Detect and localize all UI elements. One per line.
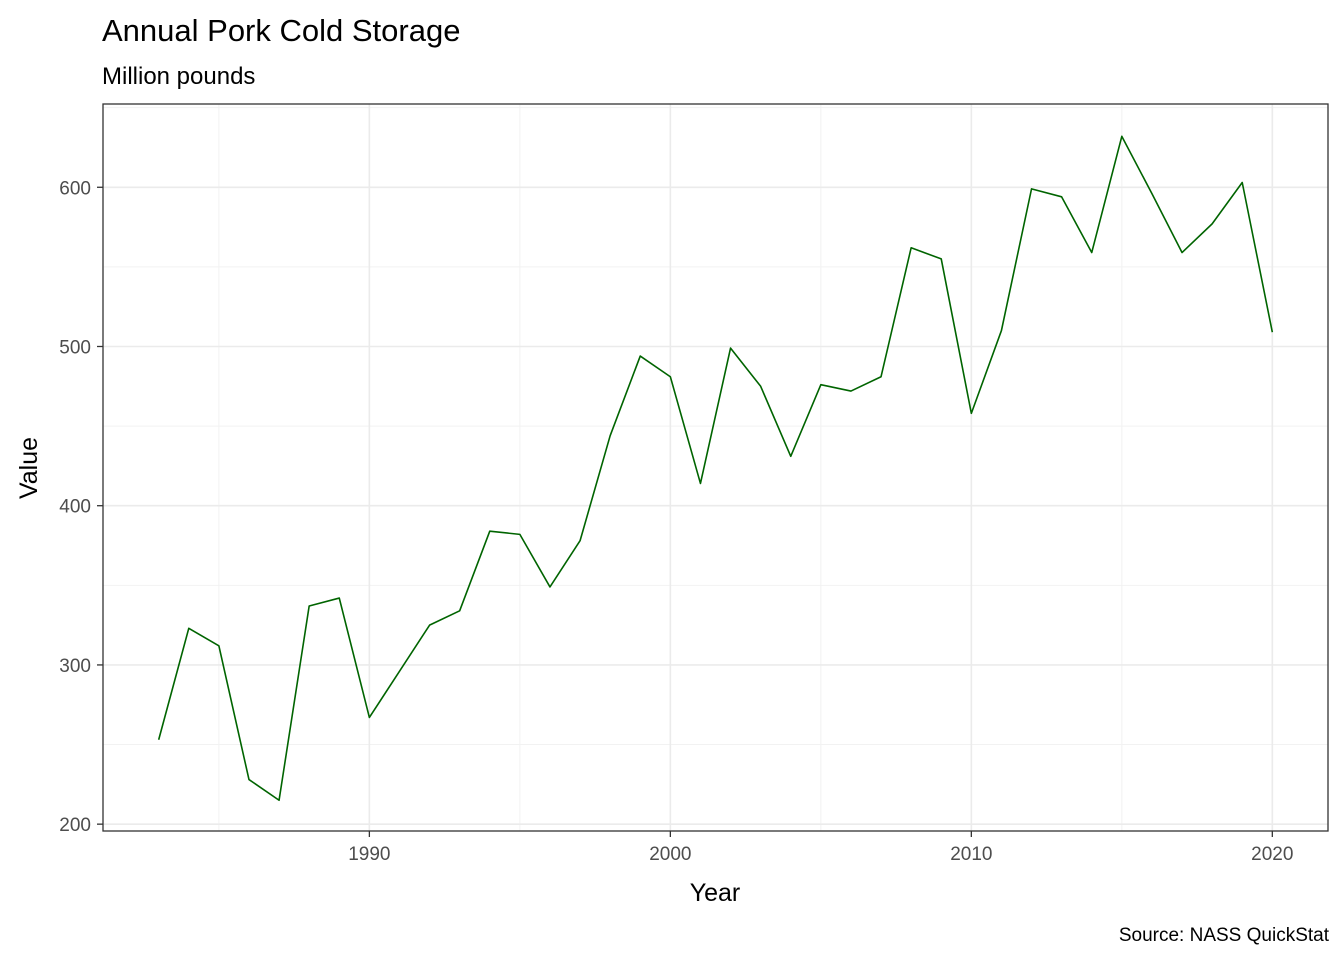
y-tick-label: 300 bbox=[59, 656, 91, 677]
y-axis-title: Value bbox=[15, 437, 43, 499]
y-tick-label: 200 bbox=[59, 815, 91, 836]
major-grid bbox=[103, 104, 1328, 831]
y-tick-label: 600 bbox=[59, 178, 91, 199]
panel-border bbox=[102, 103, 1329, 832]
x-axis-title: Year bbox=[690, 879, 741, 907]
y-axis: 200 300 400 500 600 bbox=[59, 178, 103, 836]
chart-subtitle: Million pounds bbox=[102, 63, 255, 90]
x-tick-label: 2010 bbox=[950, 844, 992, 865]
data-series bbox=[157, 135, 1274, 802]
series-line bbox=[157, 135, 1274, 802]
x-tick-label: 2020 bbox=[1251, 844, 1293, 865]
minor-grid bbox=[103, 104, 1328, 831]
x-tick-label: 1990 bbox=[348, 844, 390, 865]
y-tick-label: 400 bbox=[59, 497, 91, 518]
chart-caption: Source: NASS QuickStat bbox=[1119, 925, 1330, 946]
x-axis: 1990 2000 2010 2020 bbox=[348, 831, 1293, 865]
y-tick-label: 500 bbox=[59, 337, 91, 358]
chart-title: Annual Pork Cold Storage bbox=[102, 13, 460, 48]
x-tick-label: 2000 bbox=[649, 844, 691, 865]
